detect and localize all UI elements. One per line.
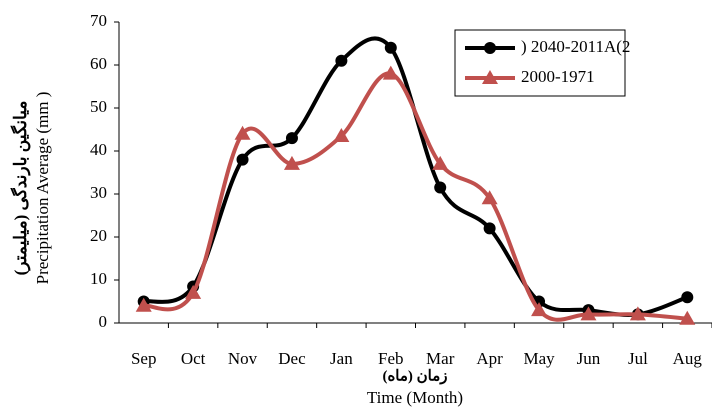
x-tick-label: Mar bbox=[426, 349, 455, 368]
data-point bbox=[335, 54, 348, 67]
x-tick-label: Aug bbox=[673, 349, 703, 368]
data-point bbox=[333, 127, 350, 142]
x-tick-label: Oct bbox=[181, 349, 206, 368]
y-tick-label: 60 bbox=[90, 54, 107, 73]
x-tick-label: Jun bbox=[577, 349, 601, 368]
data-point bbox=[234, 125, 251, 140]
legend-marker bbox=[484, 42, 496, 54]
y-tick-label: 40 bbox=[90, 140, 107, 159]
legend-marker bbox=[482, 70, 498, 84]
data-point bbox=[285, 132, 298, 145]
x-tick-label: May bbox=[523, 349, 555, 368]
x-tick-label: Jul bbox=[628, 349, 648, 368]
x-tick-label: Jan bbox=[330, 349, 353, 368]
data-point bbox=[531, 302, 548, 317]
legend-label: 2000-1971 bbox=[521, 67, 595, 86]
y-axis-label: Precipitation Average (mm ) bbox=[33, 92, 52, 285]
x-axis-label-fa: زمان (ماه) bbox=[382, 368, 447, 384]
data-point bbox=[384, 41, 397, 54]
data-point bbox=[185, 284, 202, 299]
data-point bbox=[629, 306, 646, 321]
y-tick-label: 50 bbox=[90, 97, 107, 116]
data-point bbox=[135, 297, 152, 312]
legend-box bbox=[454, 29, 626, 97]
data-point bbox=[679, 310, 696, 325]
data-point bbox=[580, 306, 597, 321]
data-point bbox=[283, 155, 300, 170]
data-point bbox=[434, 181, 447, 194]
data-point bbox=[432, 155, 449, 170]
y-tick-label: 30 bbox=[90, 183, 107, 202]
data-point bbox=[236, 153, 249, 166]
data-point bbox=[681, 291, 694, 304]
x-axis-label: Time (Month) bbox=[367, 388, 463, 407]
y-axis-label-fa: میانگین بارندگی (میلیمتر) bbox=[10, 101, 31, 276]
data-point bbox=[382, 65, 399, 80]
x-tick-label: Sep bbox=[131, 349, 157, 368]
y-tick-label: 20 bbox=[90, 226, 107, 245]
y-tick-label: 10 bbox=[90, 269, 107, 288]
data-point bbox=[483, 222, 496, 235]
x-tick-label: Dec bbox=[278, 349, 306, 368]
legend-label: ) 2040-2011A(2 bbox=[521, 37, 630, 56]
y-tick-label: 70 bbox=[90, 11, 107, 30]
x-tick-label: Nov bbox=[228, 349, 258, 368]
x-tick-label: Apr bbox=[476, 349, 503, 368]
x-tick-label: Feb bbox=[378, 349, 404, 368]
data-point bbox=[481, 190, 498, 205]
y-tick-label: 0 bbox=[99, 312, 108, 331]
